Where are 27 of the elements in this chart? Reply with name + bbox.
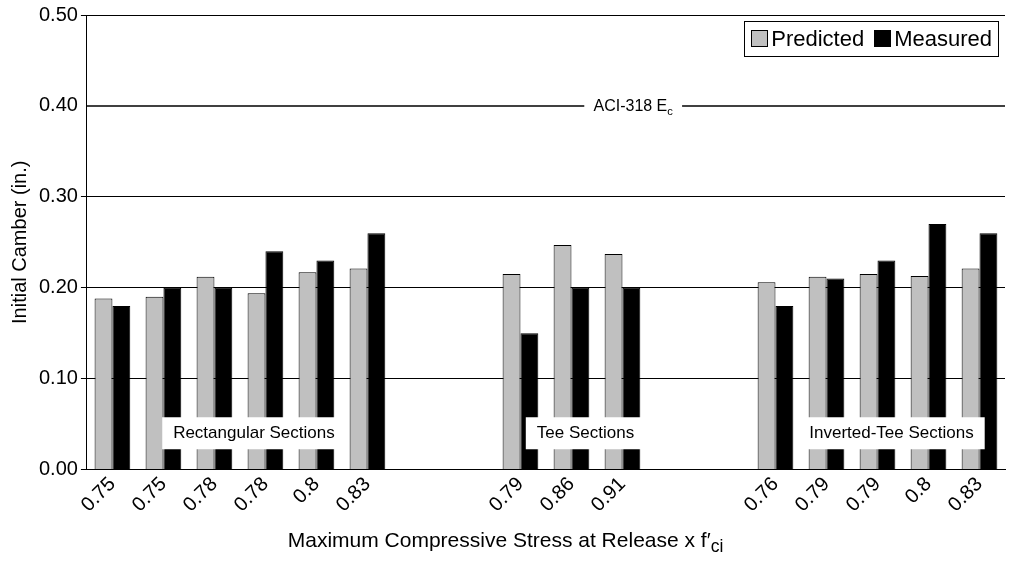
- x-tick-label: 0.78: [178, 472, 222, 516]
- legend-label: Measured: [893, 26, 992, 52]
- annotation: Rectangular Sections: [173, 422, 335, 442]
- x-tick-label: 0.86: [535, 472, 579, 516]
- y-axis-title: Initial Camber (in.): [7, 160, 30, 324]
- x-tick-label: 0.8: [287, 472, 324, 508]
- y-tick-label: 0.00: [38, 457, 78, 480]
- x-tick-label: 0.79: [790, 472, 834, 516]
- y-tick-label: 0.20: [38, 275, 78, 298]
- y-tick-label: 0.50: [38, 2, 78, 25]
- annotation: Tee Sections: [536, 422, 635, 442]
- annotation: Inverted-Tee Sections: [809, 422, 974, 442]
- y-tick-label: 0.30: [38, 184, 78, 207]
- x-tick-label: 0.83: [943, 472, 987, 516]
- x-tick-label: 0.79: [484, 472, 528, 516]
- x-tick-label: 0.75: [127, 472, 171, 516]
- x-tick-label: 0.91: [586, 472, 630, 516]
- x-axis-title: Maximum Compressive Stress at Release x f′$_{ci}$: [286, 528, 725, 558]
- x-tick-label: 0.78: [229, 472, 273, 516]
- x-tick-label: 0.75: [76, 472, 120, 516]
- x-tick-label: 0.79: [841, 472, 885, 516]
- x-tick-label: 0.83: [331, 472, 375, 516]
- x-tick-label: 0.8: [900, 472, 936, 508]
- legend-label: Predicted: [770, 26, 865, 52]
- y-tick-label: 0.10: [38, 366, 78, 389]
- x-tick-label: 0.76: [739, 472, 783, 516]
- y-tick-label: 0.40: [38, 93, 78, 116]
